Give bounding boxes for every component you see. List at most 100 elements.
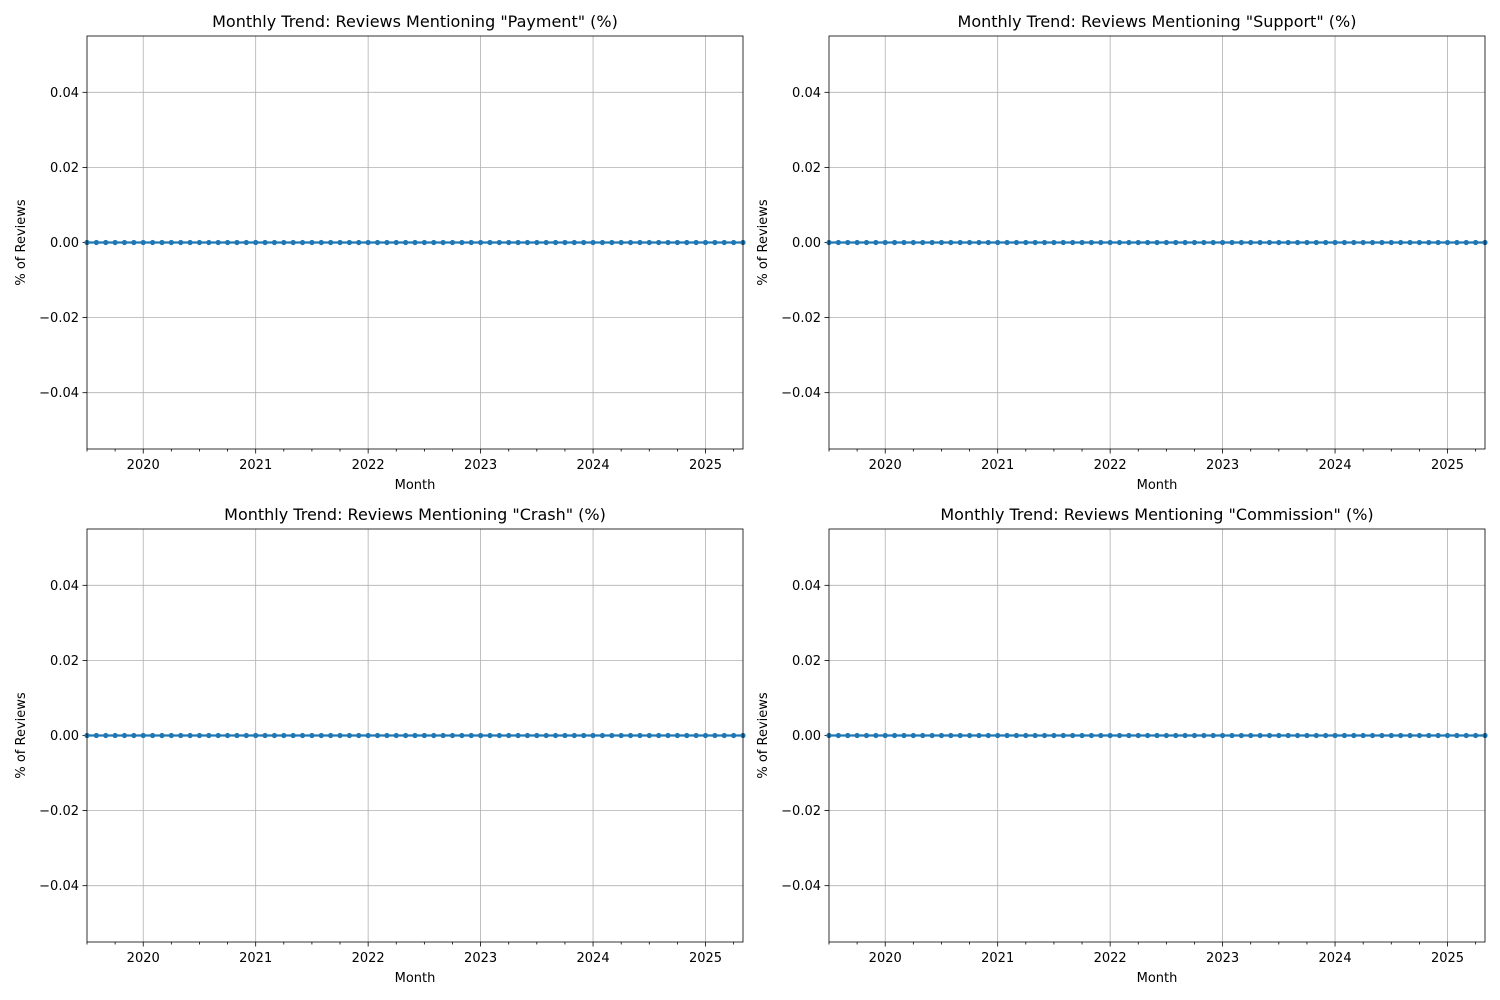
data-point: [892, 239, 898, 246]
data-point: [910, 239, 916, 246]
data-point: [854, 239, 860, 246]
data-point: [1341, 732, 1348, 739]
data-point: [140, 732, 146, 739]
data-point: [1070, 732, 1076, 739]
data-point: [1285, 239, 1291, 246]
chart-title: Monthly Trend: Reviews Mentioning "Payme…: [212, 12, 618, 31]
data-point: [318, 239, 324, 246]
data-point: [328, 732, 334, 739]
data-point: [938, 239, 945, 246]
data-point: [571, 732, 577, 739]
data-point: [995, 732, 1001, 739]
chart-panel-4: 2020 2021 2022 2023 2024 2025 0.04 0.02 0.00 −0.0…: [756, 505, 1488, 986]
data-point: [929, 239, 935, 246]
data-point: [948, 732, 954, 739]
data-point: [1313, 732, 1319, 739]
data-point: [431, 732, 437, 739]
data-point: [957, 732, 963, 739]
y-tick-label: −0.04: [39, 879, 79, 894]
x-tick-label: 2022: [352, 458, 385, 473]
data-point: [1257, 239, 1263, 246]
data-point: [684, 732, 690, 739]
data-point: [1398, 239, 1404, 246]
data-point: [948, 239, 954, 246]
data-point: [1454, 732, 1460, 739]
data-point: [1351, 239, 1357, 246]
y-tick-label: 0.04: [50, 579, 79, 594]
data-point: [403, 239, 409, 246]
data-point: [309, 239, 315, 246]
data-point: [674, 239, 681, 246]
x-axis-label: Month: [395, 971, 436, 986]
data-point: [524, 239, 531, 246]
data-point: [384, 732, 390, 739]
data-point: [845, 732, 851, 739]
data-point: [515, 239, 521, 246]
data-point: [487, 732, 493, 739]
y-axis-label: % of Reviews: [14, 692, 29, 779]
data-point: [356, 732, 362, 739]
data-point: [1135, 732, 1141, 739]
data-point: [1079, 732, 1085, 739]
data-point: [1004, 239, 1010, 246]
data-point: [150, 239, 156, 246]
x-tick-label: 2021: [239, 458, 272, 473]
data-point: [1360, 732, 1366, 739]
data-point: [1369, 732, 1376, 739]
data-point: [1416, 239, 1422, 246]
data-point: [93, 239, 99, 246]
data-point: [440, 239, 446, 246]
y-tick-label: −0.04: [781, 879, 821, 894]
data-point: [910, 732, 916, 739]
x-tick-label: 2020: [127, 458, 160, 473]
data-point: [468, 732, 474, 739]
data-point: [1201, 239, 1207, 246]
data-point: [845, 239, 851, 246]
data-point: [1051, 732, 1057, 739]
data-point: [627, 239, 634, 246]
data-point: [1360, 239, 1366, 246]
data-point: [1407, 732, 1413, 739]
data-point: [1276, 239, 1282, 246]
x-tick-label: 2023: [464, 951, 497, 966]
data-point: [337, 239, 343, 246]
data-point: [1201, 732, 1207, 739]
data-point: [412, 732, 418, 739]
data-point: [1182, 239, 1188, 246]
data-point: [637, 732, 643, 739]
data-point: [1304, 732, 1310, 739]
data-point: [346, 239, 352, 246]
data-point: [318, 732, 324, 739]
data-point: [431, 239, 437, 246]
data-point: [1238, 239, 1244, 246]
data-point: [873, 732, 879, 739]
x-tick-label: 2023: [464, 458, 497, 473]
data-point: [487, 239, 493, 246]
data-point: [159, 732, 165, 739]
data-point: [168, 239, 174, 246]
data-point: [299, 732, 306, 739]
data-point: [1294, 239, 1301, 246]
data-point: [337, 732, 343, 739]
data-point: [1369, 239, 1376, 246]
data-point: [1210, 732, 1216, 739]
data-point: [393, 239, 399, 246]
data-point: [234, 239, 240, 246]
data-point: [187, 732, 193, 739]
data-point: [131, 239, 137, 246]
data-point: [496, 732, 502, 739]
data-point: [618, 239, 624, 246]
data-point: [1398, 732, 1404, 739]
data-point: [196, 732, 203, 739]
data-point: [403, 732, 409, 739]
data-point: [863, 239, 870, 246]
y-tick-label: 0.00: [792, 729, 821, 744]
data-point: [552, 732, 559, 739]
chart-title: Monthly Trend: Reviews Mentioning "Commi…: [940, 505, 1373, 524]
data-point: [271, 732, 278, 739]
data-point: [1332, 239, 1338, 246]
data-point: [637, 239, 643, 246]
data-point: [665, 239, 671, 246]
data-point: [920, 239, 926, 246]
y-tick-label: 0.00: [50, 236, 79, 251]
